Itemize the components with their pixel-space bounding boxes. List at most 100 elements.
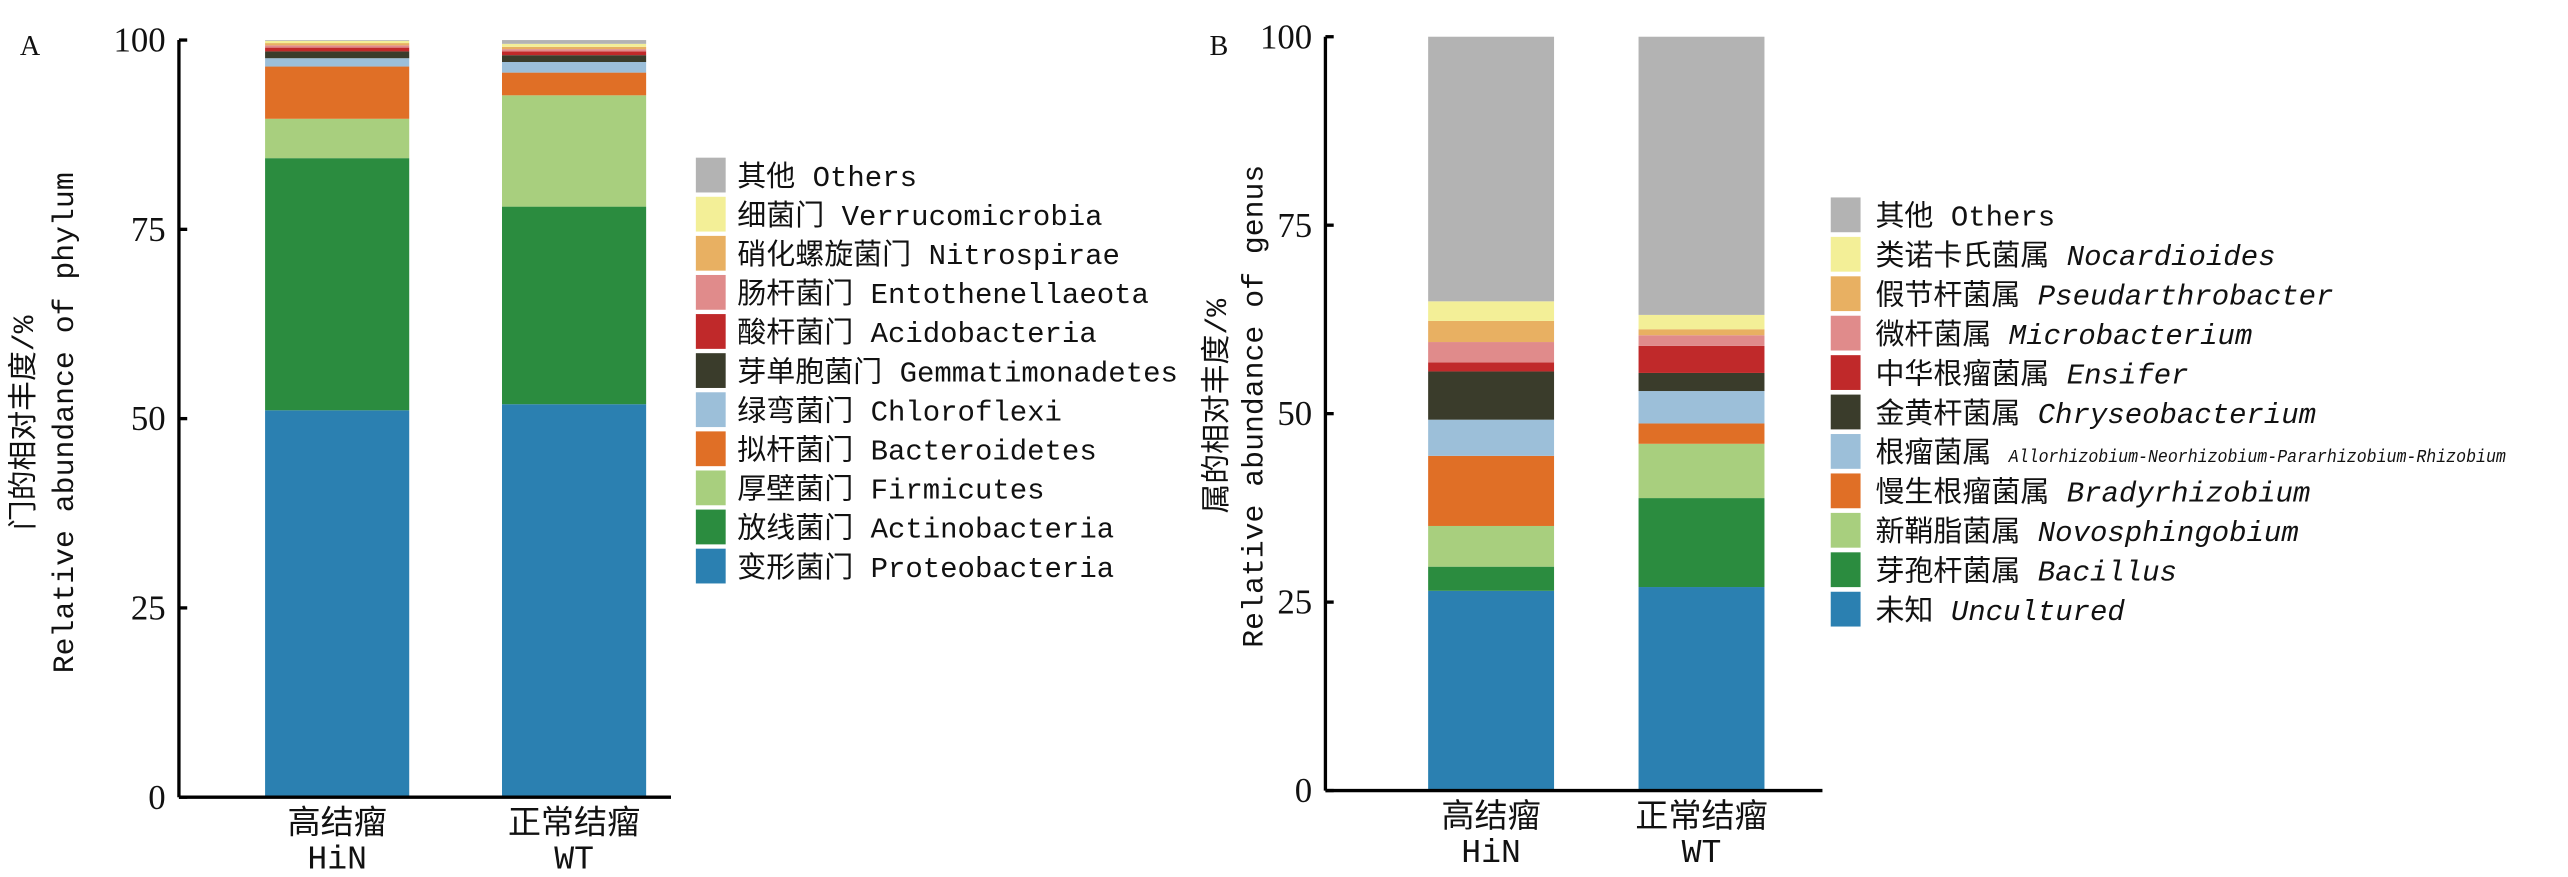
legend-label-cn: 肠杆菌门 — [737, 277, 870, 312]
bar-segment-entothenellaeota-wt — [502, 49, 647, 52]
legend-label-cn: 未知 — [1875, 594, 1950, 629]
bar-segment-pseudarthrobacter-wt — [1638, 329, 1765, 336]
legend-label-latin: Actinobacteria — [871, 514, 1115, 547]
legend-label-cn: 微杆菌属 — [1875, 318, 2008, 353]
legend: 其他 Others 类诺卡氏菌属 Nocardioides 假节杆菌属 Pseuda… — [1830, 197, 2506, 629]
bar-segment-microbacterium-wt — [1638, 335, 1765, 346]
legend-item: 放线菌门 Actinobacteria — [695, 509, 1114, 547]
legend-label-latin: Bacillus — [2038, 556, 2177, 589]
legend: 其他 Others 细菌门 Verrucomicrobia 硝化螺旋菌门 Nitro… — [695, 157, 1178, 586]
y-axis-title-en: Relative abundance of genus — [1237, 165, 1271, 648]
legend-label-cn: 绿弯菌门 — [737, 394, 870, 429]
legend-swatch — [695, 392, 726, 428]
legend-label-latin: Uncultured — [1951, 596, 2126, 629]
bar-segment-microbacterium-hin — [1428, 342, 1555, 363]
legend-item: 酸杆菌门 Acidobacteria — [695, 314, 1097, 351]
legend-label: 酸杆菌门 Acidobacteria — [737, 316, 1096, 351]
legend-swatch — [1830, 473, 1861, 509]
legend-label: 其他 Others — [1875, 200, 2055, 235]
legend-label: 假节杆菌属 Pseudarthrobacter — [1875, 278, 2333, 313]
y-tick-label: 100 — [114, 21, 166, 60]
legend-label: 根瘤菌属 Allorhizobium-Neorhizobium-Pararhiz… — [1875, 436, 2505, 471]
y-tick-label: 50 — [131, 399, 166, 438]
legend-item: 类诺卡氏菌属 Nocardioides — [1830, 236, 2276, 274]
x-tick-label-en: WT — [1682, 834, 1722, 872]
legend-label-latin: Nitrospirae — [929, 240, 1120, 273]
legend-label-latin: Others — [1951, 202, 2055, 235]
legend-label-cn: 金黄杆菌属 — [1875, 397, 2037, 432]
legend-swatch — [1830, 315, 1861, 351]
legend-swatch — [695, 274, 726, 310]
legend-label-latin: Chloroflexi — [871, 396, 1062, 429]
legend-swatch — [1830, 355, 1861, 390]
bar-segment-nitrospirae-hin — [265, 43, 410, 46]
legend-label-cn: 慢生根瘤菌属 — [1875, 476, 2066, 511]
legend-item: 微杆菌属 Microbacterium — [1830, 315, 2253, 353]
y-tick-label: 0 — [1295, 771, 1312, 810]
legend-swatch — [695, 157, 726, 193]
legend-label-cn: 硝化螺旋菌门 — [737, 238, 928, 273]
bar-segment-verrucomicrobia-hin — [265, 40, 410, 44]
legend-label-latin: Others — [813, 162, 917, 195]
legend-label-latin: Firmicutes — [871, 475, 1045, 508]
legend-label: 放线菌门 Actinobacteria — [737, 512, 1114, 547]
legend-item: 拟杆菌门 Bacteroidetes — [695, 431, 1097, 469]
y-tick-label: 25 — [131, 589, 166, 628]
legend-label: 肠杆菌门 Entothenellaeota — [737, 277, 1149, 312]
legend-item: 慢生根瘤菌属 Bradyrhizobium — [1830, 473, 2311, 511]
panel-label: A — [20, 31, 41, 62]
legend-label: 变形菌门 Proteobacteria — [737, 551, 1114, 586]
legend-label-latin: Microbacterium — [2009, 320, 2253, 353]
bar-segment-ensifer-hin — [1428, 362, 1555, 372]
x-tick-label-cn: 高结瘤 — [287, 805, 386, 844]
legend-label-cn: 芽单胞菌门 — [737, 355, 899, 390]
legend-label-latin: Chryseobacterium — [2038, 399, 2316, 432]
legend-label: 中华根瘤菌属 Ensifer — [1875, 357, 2188, 392]
legend-item: 肠杆菌门 Entothenellaeota — [695, 274, 1149, 312]
bar-segment-bacteroidetes-hin — [265, 66, 410, 119]
legend-item: 硝化螺旋菌门 Nitrospirae — [695, 235, 1120, 273]
bar-segment-others-hin — [265, 40, 410, 41]
y-axis-title-cn: 属的相对丰度/% — [1200, 299, 1235, 514]
bar-segment-entothenellaeota-hin — [265, 45, 410, 48]
legend-label-latin: Novosphingobium — [2038, 517, 2299, 550]
bar-segment-chloroflexi-wt — [502, 62, 647, 73]
legend-label-cn: 新鞘脂菌属 — [1875, 515, 2037, 550]
bar-segment-nocardioides-hin — [1428, 301, 1555, 321]
legend-item: 假节杆菌属 Pseudarthrobacter — [1830, 276, 2333, 313]
y-tick-label: 75 — [1277, 206, 1312, 245]
bar-segment-novosphingobium-hin — [1428, 525, 1555, 567]
legend-label-cn: 变形菌门 — [737, 551, 870, 586]
y-tick-label: 50 — [1277, 394, 1312, 433]
legend-swatch — [695, 314, 726, 349]
legend-label-latin: Pseudarthrobacter — [2038, 280, 2334, 313]
legend-label: 芽单胞菌门 Gemmatimonadetes — [737, 355, 1178, 390]
y-tick-label: 100 — [1260, 17, 1312, 56]
x-tick-label-cn: 正常结瘤 — [1635, 798, 1768, 837]
bar-segment-nitrospirae-wt — [502, 46, 647, 50]
y-axis-title-cn: 门的相对丰度/% — [7, 315, 42, 530]
x-tick-label-cn: 正常结瘤 — [508, 805, 641, 844]
legend-label-cn: 其他 — [737, 160, 812, 195]
legend-swatch — [1830, 591, 1861, 627]
chart-panel-A: A 门的相对丰度/% Relative abundance of phylum 高结瘤… — [7, 21, 1178, 877]
bar-segment-firmicutes-wt — [502, 95, 647, 207]
legend-swatch — [1830, 512, 1861, 548]
bar-segment-allorhizobium-hin — [1428, 419, 1555, 456]
legend-swatch — [695, 470, 726, 506]
legend-label-latin: Bradyrhizobium — [2067, 478, 2311, 511]
legend-label-cn: 放线菌门 — [737, 512, 870, 547]
legend-swatch — [695, 431, 726, 467]
legend-swatch — [695, 548, 726, 584]
legend-item: 中华根瘤菌属 Ensifer — [1830, 355, 2189, 392]
panel-label: B — [1209, 31, 1228, 62]
legend-item: 根瘤菌属 Allorhizobium-Neorhizobium-Pararhiz… — [1830, 434, 2506, 471]
bar-segment-acidobacteria-wt — [502, 51, 647, 56]
legend-label-cn: 类诺卡氏菌属 — [1875, 239, 2066, 274]
bar-segment-actinobacteria-hin — [265, 158, 410, 411]
legend-swatch — [695, 235, 726, 271]
bar-segment-allorhizobium-wt — [1638, 391, 1765, 424]
legend-label-cn: 酸杆菌门 — [737, 316, 870, 351]
legend-label-cn: 厚壁菌门 — [737, 473, 870, 508]
